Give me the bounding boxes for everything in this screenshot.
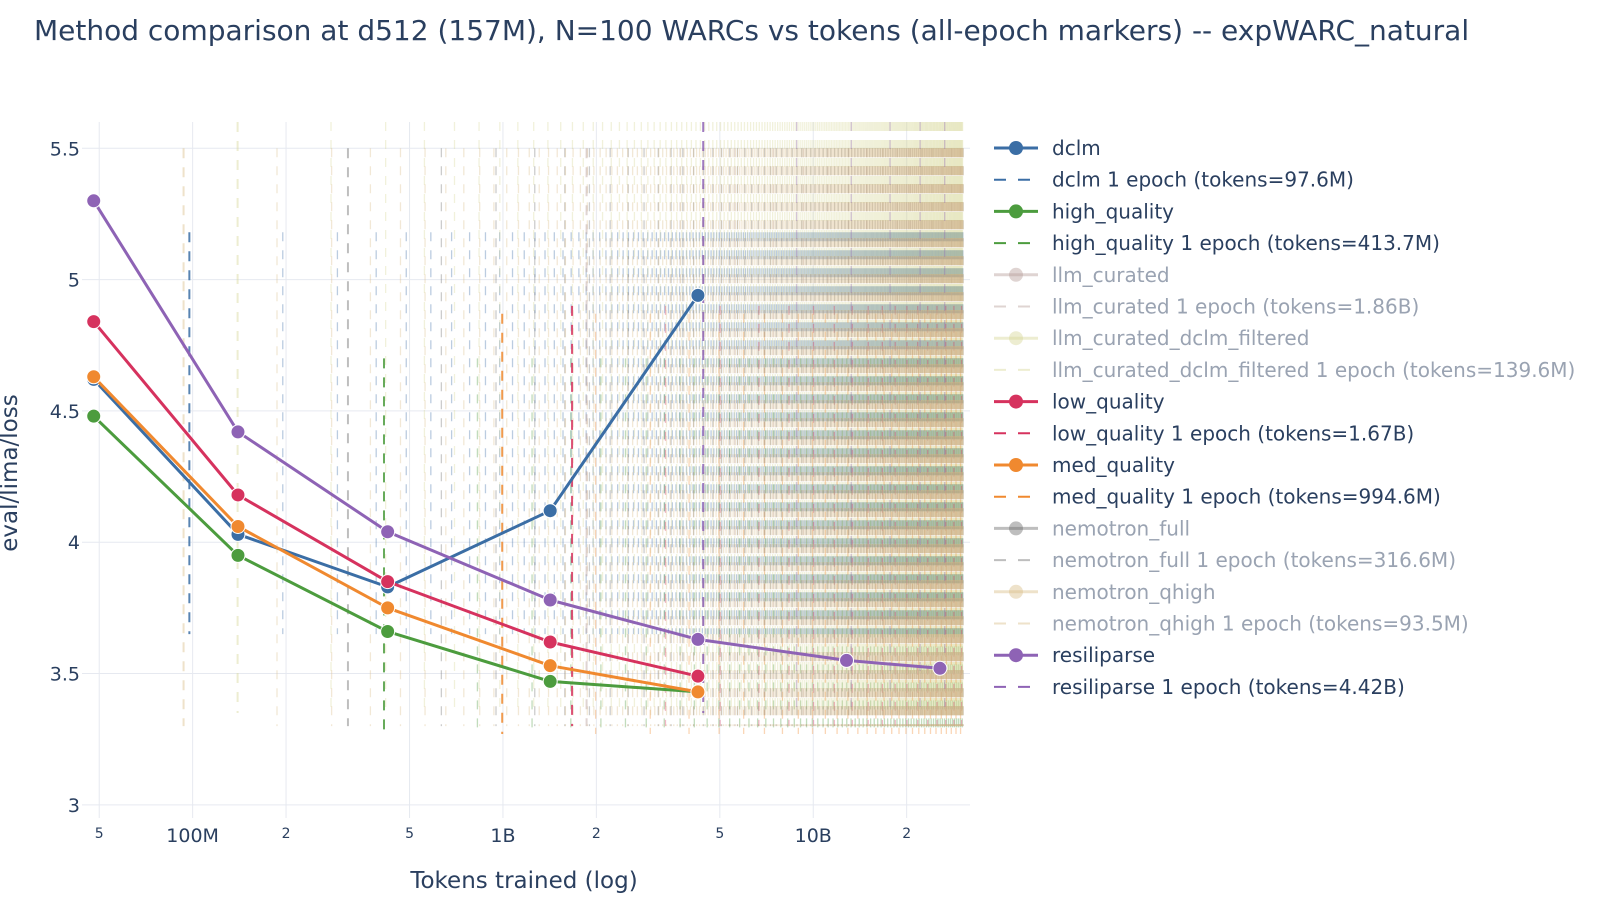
- data-point[interactable]: [86, 314, 102, 330]
- x-tick-label: 2: [902, 826, 911, 842]
- data-point[interactable]: [542, 503, 558, 519]
- data-point[interactable]: [542, 658, 558, 674]
- y-tick-label: 3: [68, 795, 80, 817]
- legend-label: llm_curated_dclm_filtered: [1052, 326, 1309, 350]
- y-tick-label: 3.5: [50, 664, 80, 686]
- legend-item[interactable]: med_quality: [994, 453, 1175, 477]
- data-point[interactable]: [86, 193, 102, 209]
- legend-label: llm_curated 1 epoch (tokens=1.86B): [1052, 295, 1419, 319]
- legend-label: resiliparse: [1052, 643, 1155, 667]
- x-tick-label: 5: [715, 826, 724, 842]
- legend-label: llm_curated_dclm_filtered 1 epoch (token…: [1052, 358, 1575, 382]
- legend-label: nemotron_qhigh 1 epoch (tokens=93.5M): [1052, 612, 1469, 636]
- x-tick-label: 2: [592, 826, 601, 842]
- x-axis-label: Tokens trained (log): [409, 868, 637, 894]
- data-point[interactable]: [230, 424, 246, 440]
- legend-marker-swatch: [1009, 521, 1023, 536]
- y-tick-label: 5.5: [50, 138, 80, 160]
- series-high_quality: [86, 408, 706, 700]
- legend-item[interactable]: high_quality 1 epoch (tokens=413.7M): [994, 231, 1440, 255]
- legend-item[interactable]: resiliparse 1 epoch (tokens=4.42B): [994, 675, 1405, 699]
- legend-marker-swatch: [1009, 458, 1023, 472]
- series-resiliparse: [86, 193, 948, 676]
- chart-title: Method comparison at d512 (157M), N=100 …: [34, 14, 1469, 47]
- data-point[interactable]: [230, 547, 246, 563]
- data-point[interactable]: [690, 631, 706, 647]
- data-point[interactable]: [690, 668, 706, 684]
- x-axis-ticks: 5 100M 2 5 1B 2 5 10B 2: [95, 825, 911, 847]
- legend-item[interactable]: nemotron_qhigh: [994, 580, 1216, 604]
- y-tick-label: 4.5: [50, 401, 80, 423]
- legend-item[interactable]: llm_curated_dclm_filtered 1 epoch (token…: [994, 358, 1575, 382]
- legend-label: low_quality: [1052, 390, 1165, 414]
- legend[interactable]: dclm dclm 1 epoch (tokens=97.6M) high_qual…: [994, 136, 1575, 699]
- legend-item[interactable]: resiliparse: [994, 643, 1155, 667]
- x-tick-label: 1B: [490, 825, 515, 847]
- y-tick-label: 5: [68, 270, 80, 292]
- y-axis-ticks: 3 3.5 4 4.5 5 5.5: [50, 138, 80, 817]
- data-point[interactable]: [380, 624, 396, 640]
- legend-label: llm_curated: [1052, 263, 1170, 287]
- legend-item[interactable]: med_quality 1 epoch (tokens=994.6M): [994, 485, 1441, 509]
- legend-item[interactable]: low_quality 1 epoch (tokens=1.67B): [994, 421, 1414, 445]
- y-axis-label: eval/lima/loss: [0, 394, 23, 551]
- series-lines: [86, 193, 948, 700]
- legend-marker-swatch: [1009, 267, 1023, 282]
- legend-label: med_quality 1 epoch (tokens=994.6M): [1052, 485, 1441, 509]
- x-tick-label: 2: [282, 826, 291, 842]
- legend-item[interactable]: nemotron_qhigh 1 epoch (tokens=93.5M): [994, 612, 1469, 636]
- x-tick-label: 5: [405, 826, 414, 842]
- data-point[interactable]: [86, 369, 102, 385]
- legend-item[interactable]: llm_curated_dclm_filtered: [994, 326, 1309, 350]
- data-point[interactable]: [230, 487, 246, 503]
- legend-marker-swatch: [1009, 648, 1023, 663]
- legend-item[interactable]: nemotron_full: [994, 516, 1190, 540]
- legend-item[interactable]: dclm: [994, 136, 1101, 160]
- legend-marker-swatch: [1009, 204, 1023, 219]
- legend-item[interactable]: high_quality: [994, 199, 1174, 223]
- legend-label: nemotron_full 1 epoch (tokens=316.6M): [1052, 548, 1456, 572]
- series-low_quality: [86, 314, 706, 684]
- legend-item[interactable]: nemotron_full 1 epoch (tokens=316.6M): [994, 548, 1456, 572]
- x-tick-label: 10B: [795, 825, 832, 847]
- data-point[interactable]: [380, 574, 396, 590]
- data-point[interactable]: [690, 287, 706, 303]
- legend-label: nemotron_qhigh: [1052, 580, 1216, 604]
- legend-label: dclm: [1052, 136, 1101, 160]
- legend-label: med_quality: [1052, 453, 1175, 477]
- data-point[interactable]: [380, 524, 396, 540]
- legend-marker-swatch: [1009, 331, 1023, 346]
- legend-item[interactable]: dclm 1 epoch (tokens=97.6M): [994, 168, 1354, 192]
- data-point[interactable]: [690, 684, 706, 700]
- grid: [82, 122, 970, 818]
- legend-item[interactable]: llm_curated: [994, 263, 1170, 287]
- data-point[interactable]: [542, 634, 558, 650]
- y-tick-label: 4: [68, 532, 80, 554]
- x-tick-label: 5: [95, 826, 104, 842]
- data-point[interactable]: [542, 592, 558, 608]
- epoch-markers: [182, 122, 705, 734]
- legend-item[interactable]: low_quality: [994, 390, 1165, 414]
- legend-marker-swatch: [1009, 394, 1023, 409]
- x-tick-label: 100M: [166, 825, 219, 847]
- data-point[interactable]: [839, 652, 855, 668]
- legend-label: nemotron_full: [1052, 516, 1190, 540]
- data-point[interactable]: [380, 600, 396, 616]
- legend-marker-swatch: [1009, 584, 1023, 599]
- data-point[interactable]: [86, 408, 102, 424]
- legend-label: dclm 1 epoch (tokens=97.6M): [1052, 168, 1354, 192]
- data-point[interactable]: [932, 660, 948, 676]
- series-med_quality: [86, 369, 706, 700]
- legend-item[interactable]: llm_curated 1 epoch (tokens=1.86B): [994, 295, 1419, 319]
- faint-epoch-markers: [276, 122, 964, 734]
- data-point[interactable]: [542, 673, 558, 689]
- legend-label: high_quality: [1052, 199, 1174, 223]
- data-point[interactable]: [230, 518, 246, 534]
- legend-label: high_quality 1 epoch (tokens=413.7M): [1052, 231, 1440, 255]
- legend-label: low_quality 1 epoch (tokens=1.67B): [1052, 421, 1414, 445]
- legend-marker-swatch: [1009, 141, 1023, 155]
- legend-label: resiliparse 1 epoch (tokens=4.42B): [1052, 675, 1405, 699]
